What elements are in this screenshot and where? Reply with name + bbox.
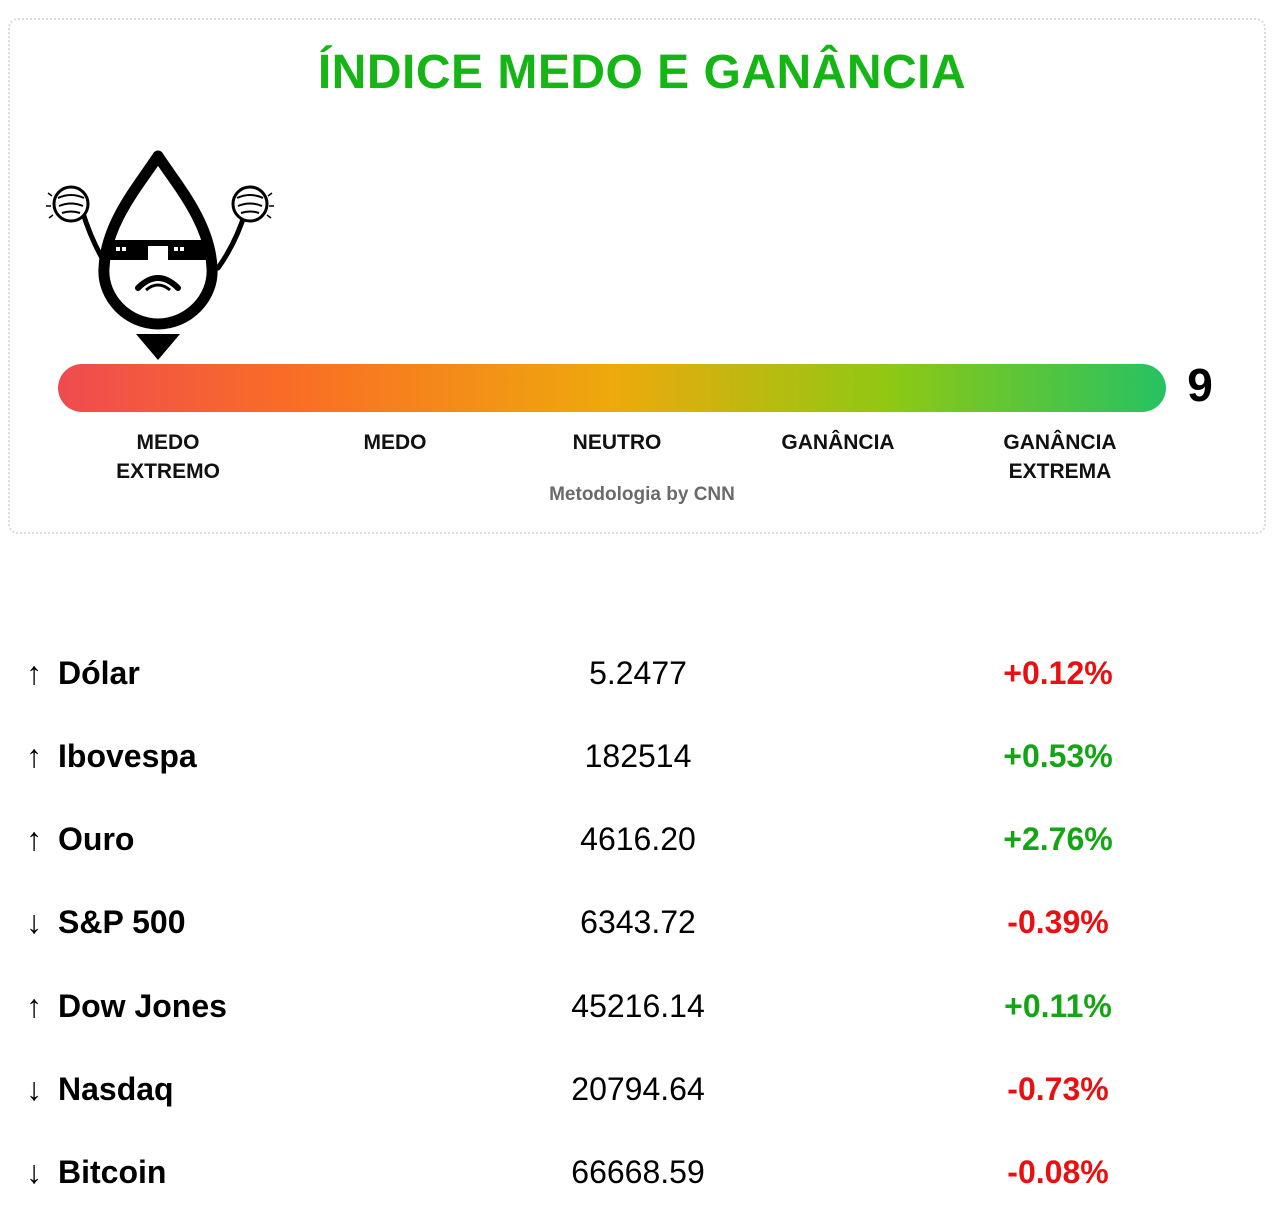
market-row-sp500: ↓ S&P 500 6343.72 -0.39%: [0, 897, 1274, 947]
market-name: Ouro: [58, 821, 135, 857]
market-price: 20794.64: [571, 1071, 705, 1107]
market-name: Dow Jones: [58, 988, 227, 1024]
market-price: 6343.72: [580, 904, 696, 940]
left-fist-icon: [46, 185, 90, 223]
level-extreme-greed: GANÂNCIA EXTREMA: [960, 428, 1160, 486]
market-change: +0.11%: [1004, 988, 1112, 1024]
market-row-bitcoin: ↓ Bitcoin 66668.59 -0.08%: [0, 1147, 1274, 1197]
market-name: Bitcoin: [58, 1154, 167, 1190]
market-change: +0.53%: [1003, 738, 1113, 774]
market-name: Nasdaq: [58, 1071, 174, 1107]
market-price: 4616.20: [580, 821, 696, 857]
trend-arrow-icon: ↑: [26, 988, 42, 1024]
methodology-credit: Metodologia by CNN: [549, 484, 735, 505]
trend-arrow-icon: ↓: [26, 1071, 42, 1107]
market-price: 66668.59: [571, 1154, 705, 1190]
level-label-line1: MEDO: [363, 431, 427, 454]
market-price: 182514: [584, 738, 692, 774]
widget-title: ÍNDICE MEDO E GANÂNCIA: [317, 46, 967, 99]
fear-drop-mascot-icon: [46, 150, 274, 360]
market-name: Dólar: [58, 655, 140, 691]
trend-arrow-icon: ↑: [26, 738, 42, 774]
level-greed: GANÂNCIA: [738, 428, 938, 457]
level-label-line1: MEDO: [136, 431, 200, 454]
level-label-line1: GANÂNCIA: [1003, 431, 1117, 454]
market-row-ibovespa: ↑ Ibovespa 182514 +0.53%: [0, 731, 1274, 781]
fear-greed-gauge-bar: [58, 364, 1166, 412]
trend-arrow-icon: ↑: [26, 821, 42, 857]
market-change: +2.76%: [1003, 821, 1113, 857]
level-label-line2: EXTREMO: [116, 460, 220, 483]
level-fear: MEDO: [295, 428, 495, 457]
market-name: S&P 500: [58, 904, 186, 940]
market-change: -0.08%: [1007, 1154, 1109, 1190]
right-fist-icon: [231, 185, 274, 223]
trend-arrow-icon: ↓: [26, 1154, 42, 1190]
market-price: 5.2477: [589, 655, 687, 691]
market-row-nasdaq: ↓ Nasdaq 20794.64 -0.73%: [0, 1064, 1274, 1114]
fear-greed-score: 9: [1187, 359, 1213, 411]
level-neutral: NEUTRO: [517, 428, 717, 457]
market-name: Ibovespa: [58, 738, 197, 774]
fear-greed-card: [8, 18, 1266, 534]
market-row-ouro: ↑ Ouro 4616.20 +2.76%: [0, 814, 1274, 864]
level-label-line2: EXTREMA: [1008, 460, 1112, 483]
market-row-dow-jones: ↑ Dow Jones 45216.14 +0.11%: [0, 981, 1274, 1031]
market-price: 45216.14: [571, 988, 705, 1024]
trend-arrow-icon: ↑: [26, 655, 42, 691]
market-change: -0.73%: [1007, 1071, 1109, 1107]
level-label-line1: NEUTRO: [572, 431, 662, 454]
market-row-dolar: ↑ Dólar 5.2477 +0.12%: [0, 648, 1274, 698]
level-extreme-fear: MEDO EXTREMO: [68, 428, 268, 486]
market-change: -0.39%: [1007, 904, 1109, 940]
level-label-line1: GANÂNCIA: [781, 431, 895, 454]
trend-arrow-icon: ↓: [26, 904, 42, 940]
market-change: +0.12%: [1003, 655, 1113, 691]
